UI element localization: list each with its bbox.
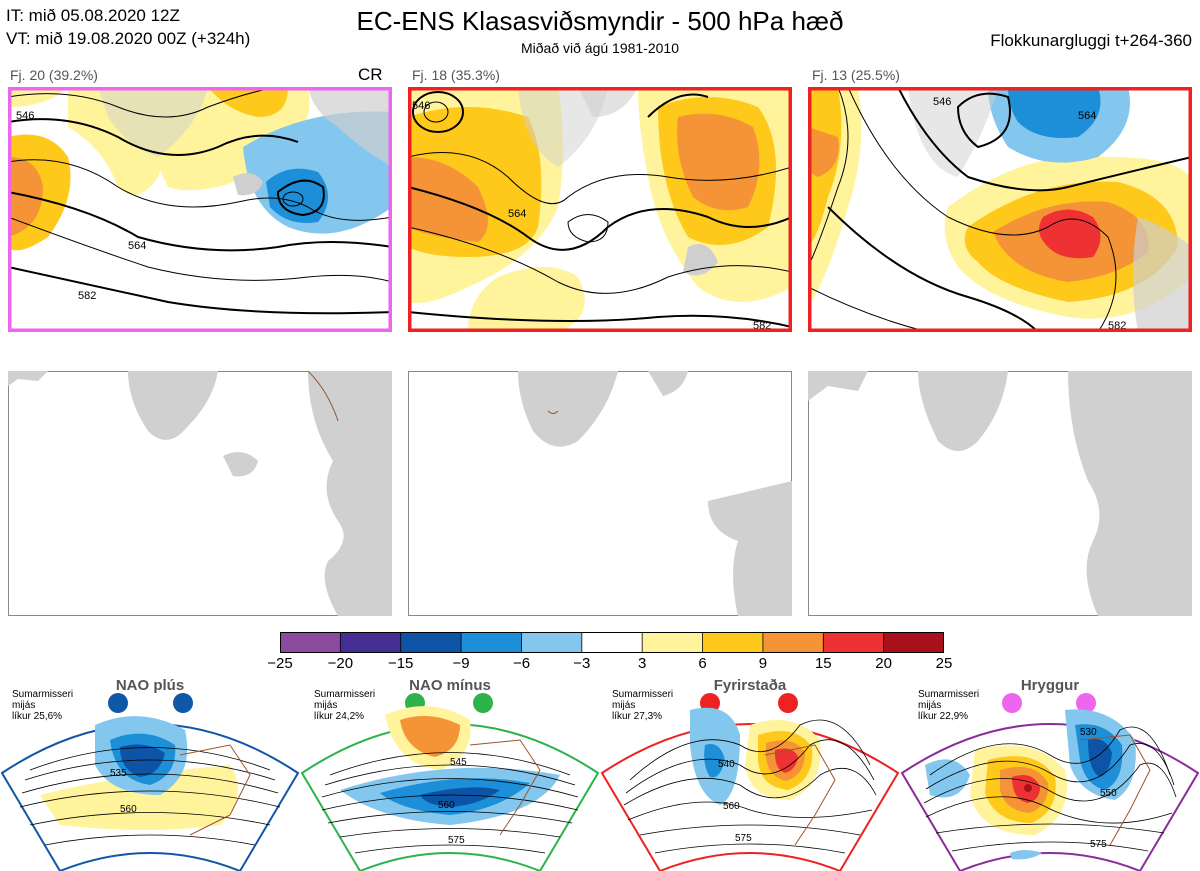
cluster-3-label: Fj. 13 (25.5%)	[812, 67, 900, 83]
contour-label: 540	[718, 759, 735, 770]
contour-label: 535	[110, 768, 127, 779]
colorbar-cell	[641, 632, 704, 653]
cluster-3-map: 546 564 582	[808, 87, 1192, 332]
contour-label: 560	[438, 800, 455, 811]
cluster-1-label: Fj. 20 (39.2%)	[10, 67, 98, 83]
contour-label: 564	[1078, 110, 1096, 122]
secondary-map-1	[8, 371, 392, 616]
contour-label: 546	[412, 100, 430, 112]
regime-caption: Sumarmisseri mijás líkur 22,9%	[918, 689, 980, 722]
page-subtitle: Miðað við ágú 1981-2010	[520, 40, 679, 56]
contour-label: 575	[1090, 839, 1107, 850]
cluster-1-map: 546 564 582	[8, 87, 392, 332]
colorbar-tick-label: −6	[512, 655, 531, 672]
colorbar-tick-label: 25	[935, 655, 953, 672]
contour-label: 550	[1100, 788, 1117, 799]
classification-window: Flokkunargluggi t+264-360	[990, 31, 1192, 50]
valid-time: VT: mið 19.08.2020 00Z (+324h)	[6, 29, 251, 48]
regime-dot	[108, 693, 128, 713]
colorbar-tick-label: 9	[758, 655, 768, 672]
colorbar-tick-label: 15	[814, 655, 832, 672]
cluster-2-map: 546 564 582	[408, 87, 792, 332]
contour-label: 564	[128, 240, 146, 252]
colorbar-cell	[822, 632, 885, 653]
regime-ridge: Sumarmisseri mijás líkur 22,9% Hryggur	[900, 675, 1200, 871]
run-info: IT: mið 05.08.2020 12Z VT: mið 19.08.202…	[6, 4, 250, 50]
colorbar-cell	[883, 632, 944, 653]
secondary-map-2	[408, 371, 792, 616]
init-time: IT: mið 05.08.2020 12Z	[6, 6, 180, 25]
cluster-3-frame	[808, 87, 1192, 332]
cluster-2-label: Fj. 18 (35.3%)	[412, 67, 500, 83]
cluster-1-frame	[8, 87, 392, 332]
contour-label: 560	[120, 804, 137, 815]
cluster-2-frame	[408, 87, 792, 332]
regime-dot	[1076, 693, 1096, 713]
contour-label: 560	[723, 801, 740, 812]
colorbar-cell	[581, 632, 644, 653]
colorbar-tick-label: −3	[573, 655, 591, 672]
contour-label: 564	[508, 208, 526, 220]
colorbar-cell	[762, 632, 825, 653]
regime-title: Fyrirstaða	[713, 677, 787, 694]
regime-caption: Sumarmisseri mijás líkur 27,3%	[612, 689, 674, 722]
colorbar-cell	[460, 632, 523, 653]
colorbar-tick-label: −25	[267, 655, 293, 672]
regime-title: NAO mínus	[409, 677, 491, 694]
cluster-1-regime-tag: CR	[358, 65, 383, 84]
regime-nao-plus: Sumarmisseri mijás líkur 25,6% NAO plús 53…	[0, 675, 300, 871]
regime-title: Hryggur	[1020, 677, 1080, 694]
contour-label: 575	[448, 835, 465, 846]
contour-label: 545	[450, 757, 467, 768]
colorbar-cell	[400, 632, 462, 653]
contour-label: 546	[16, 110, 34, 122]
regime-map: 530 550 575	[900, 693, 1200, 871]
regime-map: 535 560	[0, 693, 300, 871]
regime-dot	[173, 693, 193, 713]
colorbar-cell	[280, 632, 342, 653]
regime-reference-row: Sumarmisseri mijás líkur 25,6% NAO plús 53…	[0, 675, 1200, 871]
contour-label: 530	[1080, 727, 1097, 738]
page-title: EC-ENS Klasasviðsmyndir - 500 hPa hæð	[356, 6, 844, 36]
colorbar	[280, 632, 944, 653]
colorbar-tick-label: −15	[387, 655, 414, 672]
contour-label: 575	[735, 833, 752, 844]
regime-nao-minus: Sumarmisseri mijás líkur 24,2% NAO mínus 5…	[300, 675, 600, 871]
regime-blocking: Sumarmisseri mijás líkur 27,3% Fyrirstaða …	[600, 675, 900, 871]
colorbar-tick-label: −9	[452, 655, 470, 672]
colorbar-cell	[339, 632, 402, 653]
regime-caption: Sumarmisseri mijás líkur 24,2%	[314, 689, 376, 722]
secondary-map-3	[808, 371, 1192, 616]
regime-dot	[778, 693, 798, 713]
regime-map: 540 560 575	[600, 693, 900, 871]
regime-map: 545 560 575	[300, 693, 600, 871]
regime-dot	[1002, 693, 1022, 713]
regime-caption: Sumarmisseri mijás líkur 25,6%	[12, 689, 74, 722]
colorbar-cell	[702, 632, 764, 653]
colorbar-tick-label: 3	[638, 655, 647, 672]
colorbar-tick-label: −20	[327, 655, 354, 672]
contour-label: 546	[933, 96, 951, 108]
colorbar-cell	[521, 632, 583, 653]
colorbar-tick-label: 6	[698, 655, 707, 672]
colorbar-tick-label: 20	[875, 655, 892, 672]
regime-dot	[473, 693, 493, 713]
contour-label: 582	[78, 290, 96, 302]
regime-title: NAO plús	[115, 677, 185, 694]
